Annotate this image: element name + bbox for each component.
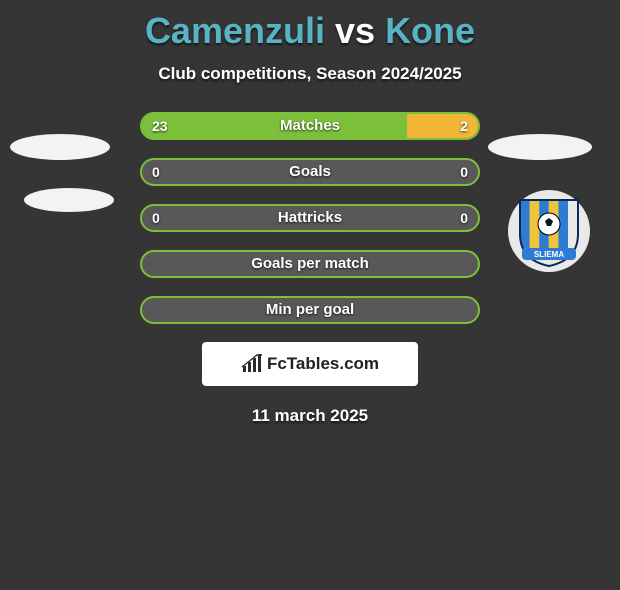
vs-word: vs — [335, 10, 375, 51]
club-badge: SLIEMA — [508, 190, 590, 272]
comparison-title: Camenzuli vs Kone — [0, 10, 620, 52]
stat-label: Goals — [142, 160, 478, 184]
fctables-logo: FcTables.com — [202, 342, 418, 386]
player1-name: Camenzuli — [145, 10, 325, 51]
stat-label: Goals per match — [142, 252, 478, 276]
player2-name: Kone — [385, 10, 475, 51]
stat-label: Hattricks — [142, 206, 478, 230]
bar-chart-icon — [241, 354, 263, 374]
stat-row: 232Matches — [140, 112, 480, 140]
decorative-oval — [24, 188, 114, 212]
logo-text: FcTables.com — [267, 354, 379, 374]
subtitle: Club competitions, Season 2024/2025 — [0, 64, 620, 84]
stat-row: 00Hattricks — [140, 204, 480, 232]
svg-text:SLIEMA: SLIEMA — [534, 250, 564, 259]
date-label: 11 march 2025 — [0, 406, 620, 426]
stat-label: Matches — [142, 114, 478, 138]
stat-row: Goals per match — [140, 250, 480, 278]
decorative-oval — [488, 134, 592, 160]
stat-label: Min per goal — [142, 298, 478, 322]
decorative-oval — [10, 134, 110, 160]
stat-row: Min per goal — [140, 296, 480, 324]
stats-bars: 232Matches 00Goals 00Hattricks Goals per ma… — [140, 112, 480, 324]
stat-row: 00Goals — [140, 158, 480, 186]
